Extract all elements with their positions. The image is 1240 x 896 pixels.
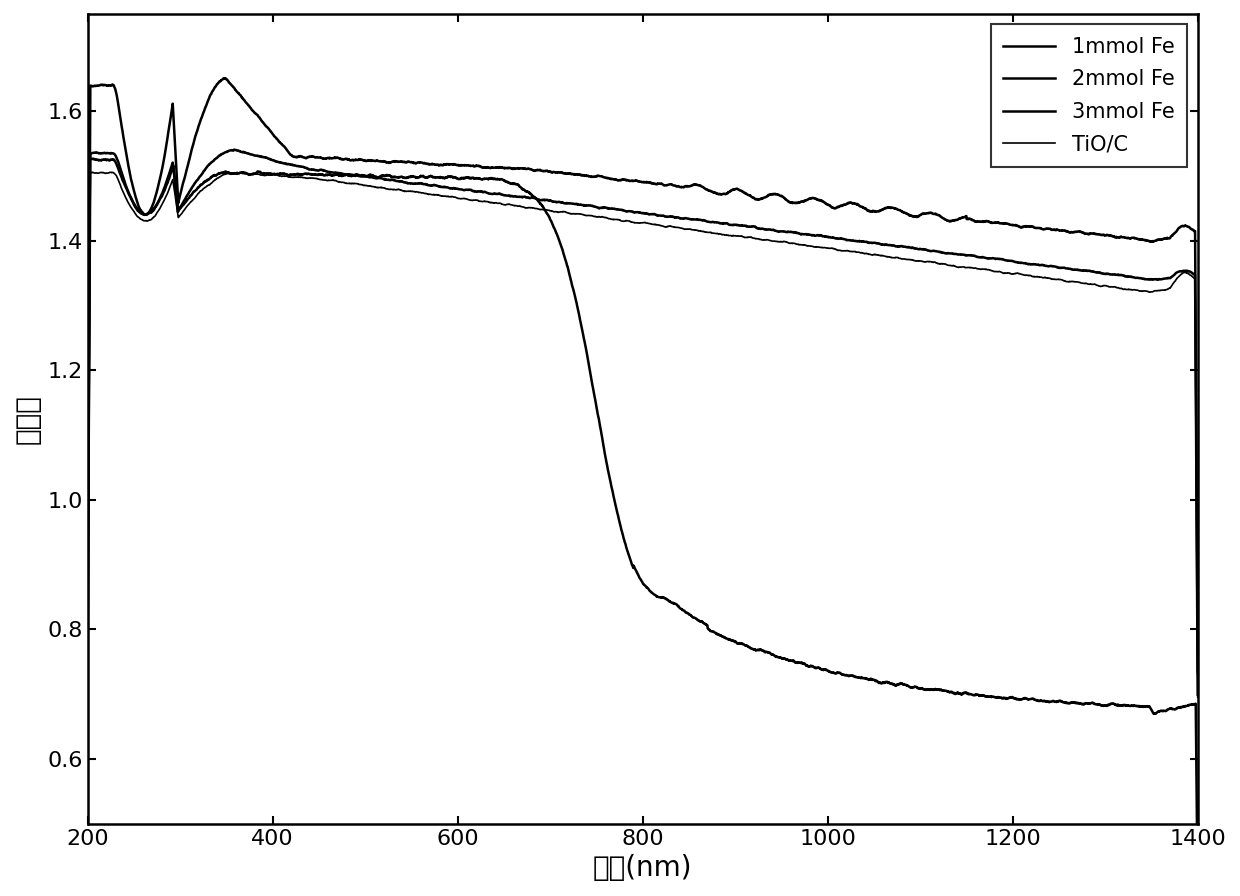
2mmol Fe [81, 625, 95, 636]
Line: 1mmol Fe: 1mmol Fe [88, 78, 1198, 672]
2mmol Fe [227, 144, 242, 155]
1mmol Fe [216, 73, 231, 83]
Line: TiO/C: TiO/C [88, 172, 1198, 697]
3mmol Fe [993, 693, 1008, 703]
1mmol Fe [1190, 667, 1205, 677]
1mmol Fe [909, 211, 924, 222]
TiO/C [1190, 692, 1205, 702]
1mmol Fe [746, 193, 761, 203]
3mmol Fe [281, 169, 296, 180]
TiO/C [802, 240, 817, 251]
3mmol Fe [802, 661, 817, 672]
1mmol Fe [281, 148, 296, 159]
1mmol Fe [802, 194, 817, 204]
Y-axis label: 吸收值: 吸收值 [14, 394, 42, 444]
1mmol Fe [993, 218, 1008, 228]
X-axis label: 波长(nm): 波长(nm) [593, 854, 692, 882]
2mmol Fe [505, 191, 520, 202]
2mmol Fe [802, 229, 817, 240]
3mmol Fe [746, 644, 761, 655]
3mmol Fe [909, 682, 924, 693]
2mmol Fe [1190, 689, 1205, 700]
TiO/C [86, 167, 100, 177]
Line: 3mmol Fe: 3mmol Fe [88, 159, 1198, 896]
Legend: 1mmol Fe, 2mmol Fe, 3mmol Fe, TiO/C: 1mmol Fe, 2mmol Fe, 3mmol Fe, TiO/C [991, 24, 1188, 167]
TiO/C [81, 635, 95, 646]
TiO/C [909, 255, 924, 266]
1mmol Fe [81, 590, 95, 600]
TiO/C [746, 233, 761, 244]
TiO/C [993, 266, 1008, 277]
2mmol Fe [909, 244, 924, 254]
TiO/C [505, 200, 520, 211]
2mmol Fe [281, 159, 296, 169]
3mmol Fe [84, 153, 99, 164]
1mmol Fe [505, 163, 520, 174]
2mmol Fe [993, 254, 1008, 264]
2mmol Fe [746, 221, 761, 232]
3mmol Fe [81, 649, 95, 659]
3mmol Fe [505, 178, 520, 189]
TiO/C [281, 172, 296, 183]
Line: 2mmol Fe: 2mmol Fe [88, 150, 1198, 694]
